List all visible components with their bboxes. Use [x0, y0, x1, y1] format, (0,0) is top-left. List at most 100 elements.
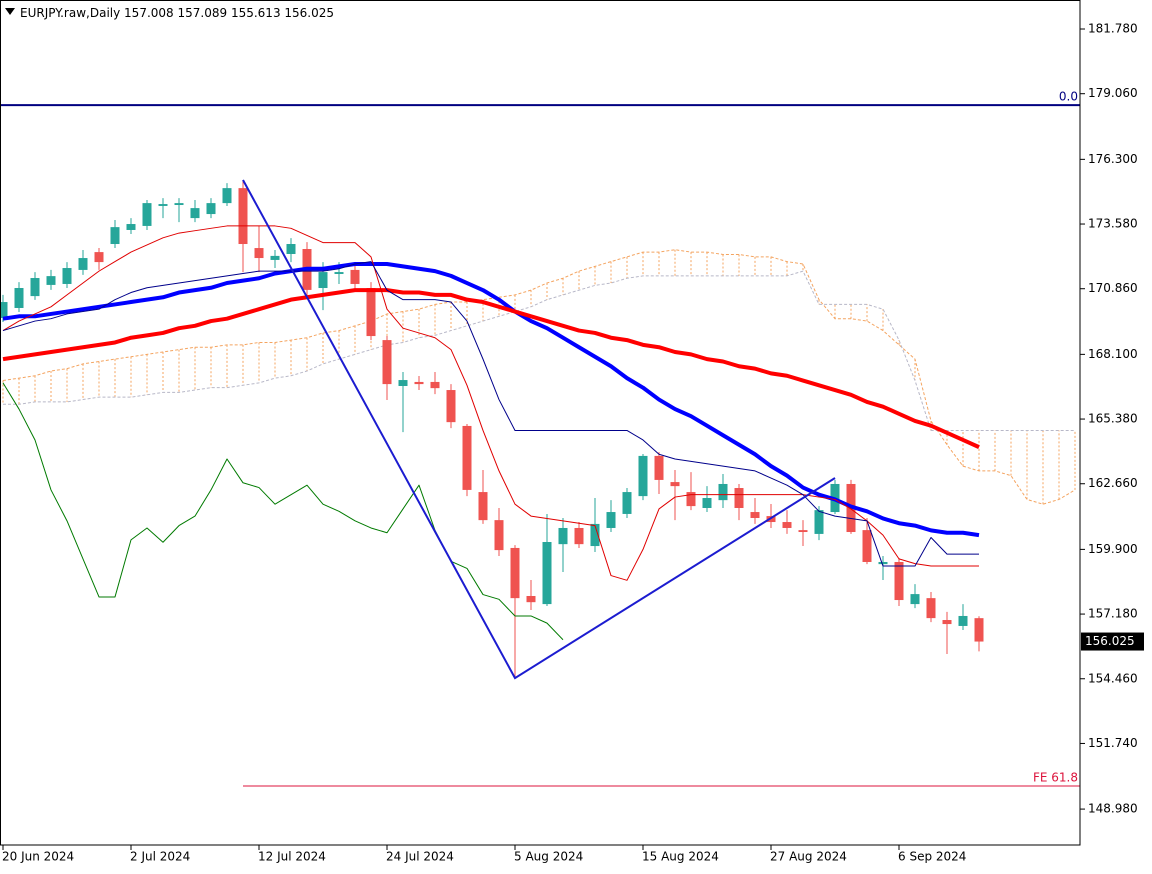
candle-body: [942, 620, 952, 625]
candle-body: [142, 203, 152, 226]
candle-body: [14, 288, 24, 308]
candle-body: [542, 542, 552, 605]
indicator-line: [2, 261, 979, 567]
candle-body: [558, 527, 568, 545]
y-tick-label: 165.380: [1088, 412, 1138, 426]
candle-body: [702, 498, 712, 508]
candle-body: [862, 530, 872, 562]
x-tick-label: 2 Jul 2024: [130, 850, 190, 864]
y-tick-label: 148.980: [1088, 802, 1138, 816]
candle-body: [222, 188, 232, 204]
candle-body: [126, 224, 136, 230]
price-tag-label: 156.025: [1085, 634, 1135, 648]
candle-body: [382, 340, 392, 385]
candle-body: [238, 188, 248, 245]
candle-body: [526, 595, 536, 603]
candle-body: [670, 482, 680, 487]
indicator-line: [2, 225, 979, 581]
y-tick-label: 151.740: [1088, 736, 1138, 750]
candle-body: [478, 492, 488, 521]
candle-body: [254, 248, 264, 259]
price-tag: [1081, 632, 1144, 651]
candle-body: [782, 522, 792, 528]
axes: 181.780 179.060 176.300 173.580 170.860 168.1…: [2, 22, 1144, 864]
candle-body: [286, 244, 296, 254]
low-price: 155.613: [231, 6, 281, 20]
high-price: 157.089: [178, 6, 228, 20]
x-tick-label: 15 Aug 2024: [642, 850, 719, 864]
candle-body: [718, 483, 728, 501]
y-tick-label: 170.860: [1088, 281, 1138, 295]
indicator-line: [2, 261, 980, 538]
candle-body: [110, 227, 120, 245]
candle-body: [46, 276, 56, 285]
candle-body: [574, 527, 584, 545]
candle-body: [430, 381, 440, 389]
open-price: 157.008: [124, 6, 174, 20]
candle-body: [190, 208, 200, 219]
plot-border: [0, 0, 1081, 846]
candle-body: [414, 381, 424, 385]
chart-header: EURJPY.raw,Daily 157.008 157.089 155.613…: [20, 6, 334, 20]
candle-body: [686, 492, 696, 507]
y-tick-label: 181.780: [1088, 22, 1138, 36]
candle-body: [926, 598, 936, 619]
y-tick-label: 168.100: [1088, 347, 1138, 361]
close-price: 156.025: [284, 6, 334, 20]
level-label: 0.0: [1059, 90, 1078, 104]
candle-body: [894, 561, 904, 601]
candle-body: [0, 302, 8, 318]
indicator-line: [2, 382, 564, 641]
x-tick-label: 5 Aug 2024: [514, 850, 583, 864]
candle-body: [750, 512, 760, 518]
y-tick-label: 173.580: [1088, 217, 1138, 231]
cloud-span-a: [2, 249, 1076, 505]
candle-body: [510, 547, 520, 599]
x-tick-label: 27 Aug 2024: [770, 850, 847, 864]
candle-body: [78, 258, 88, 270]
y-tick-label: 162.660: [1088, 476, 1138, 490]
candle-body: [878, 561, 888, 565]
plot-area: 0.0 FE 61.8: [0, 90, 1080, 787]
candle-body: [30, 278, 40, 297]
candle-body: [494, 520, 504, 551]
candle-body: [814, 510, 824, 534]
y-tick-label: 176.300: [1088, 152, 1138, 166]
symbol: EURJPY.raw,Daily: [20, 6, 120, 20]
candle-body: [798, 530, 808, 533]
candle-body: [910, 594, 920, 605]
candle-body: [350, 269, 360, 284]
candle-body: [446, 390, 456, 423]
y-tick-label: 157.180: [1088, 607, 1138, 621]
candle-body: [62, 268, 72, 284]
x-tick-label: 20 Jun 2024: [2, 850, 74, 864]
x-tick-label: 12 Jul 2024: [258, 850, 326, 864]
level-label: FE 61.8: [1033, 771, 1078, 785]
candle-body: [366, 288, 376, 337]
candle-body: [158, 204, 168, 206]
candle-body: [974, 618, 984, 642]
candle-body: [318, 272, 328, 289]
candle-body: [462, 425, 472, 490]
candle-body: [94, 252, 104, 263]
symbol-menu-arrow[interactable]: [5, 8, 15, 15]
candle-body: [734, 488, 744, 508]
candle-body: [654, 455, 664, 480]
candle-body: [334, 272, 344, 274]
candle-body: [638, 455, 648, 497]
candle-body: [606, 512, 616, 528]
x-tick-label: 6 Sep 2024: [898, 850, 966, 864]
candle-body: [206, 203, 216, 215]
indicator-line: [2, 288, 980, 449]
candle-body: [398, 380, 408, 386]
y-tick-label: 154.460: [1088, 671, 1138, 685]
x-tick-label: 24 Jul 2024: [386, 850, 454, 864]
candle-body: [622, 492, 632, 514]
candle-body: [270, 255, 280, 260]
y-tick-label: 179.060: [1088, 86, 1138, 100]
candle-body: [174, 203, 184, 206]
candle-body: [590, 523, 600, 547]
